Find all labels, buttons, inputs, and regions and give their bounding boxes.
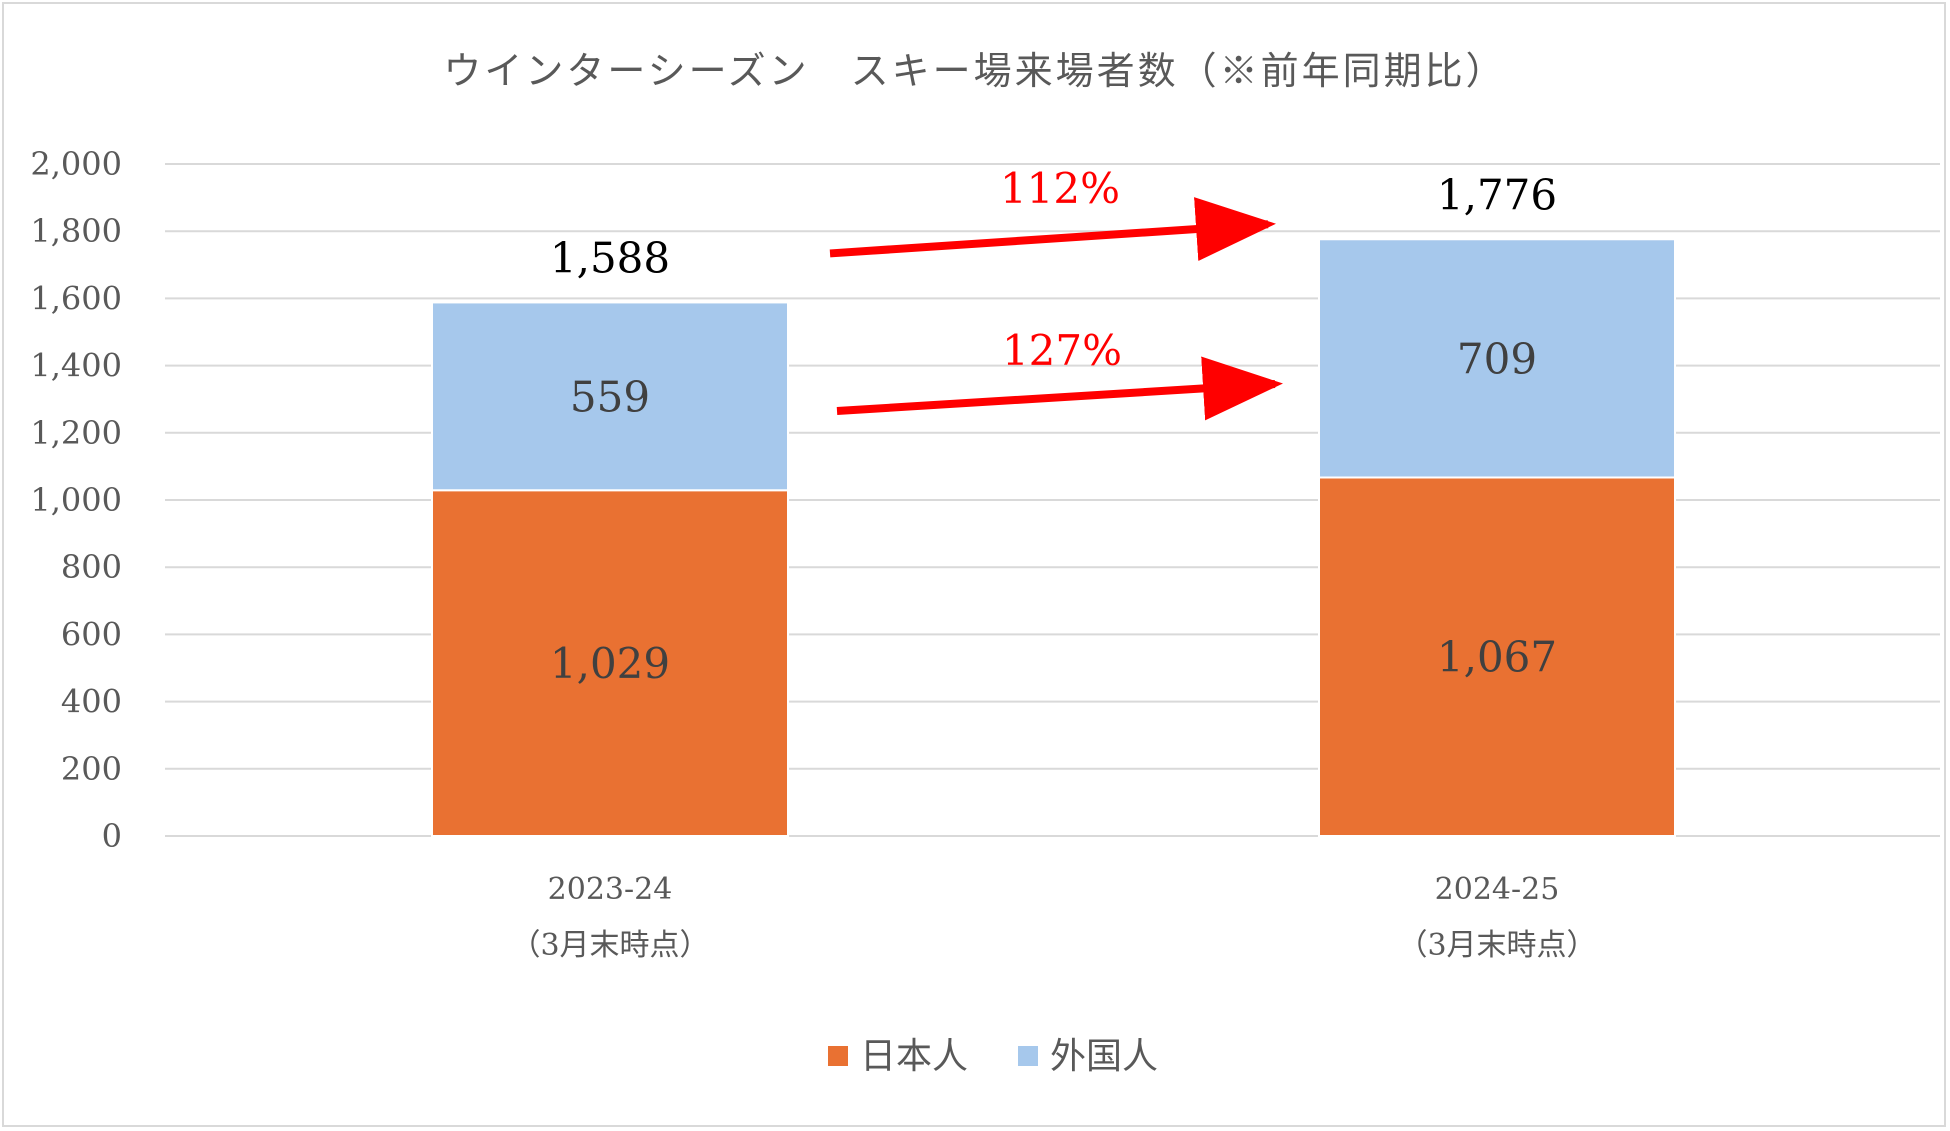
total-label: 1,776 <box>1437 170 1557 219</box>
y-tick-label: 1,800 <box>30 212 122 250</box>
data-label: 1,067 <box>1437 633 1557 682</box>
bar-foreign-1 <box>1318 238 1676 479</box>
data-labels: 1,029 559 1,588 1,067 709 1,776 <box>550 170 1557 688</box>
bar-japanese-1 <box>1318 476 1676 837</box>
data-label: 559 <box>570 372 650 421</box>
legend-swatch-foreign <box>1018 1046 1038 1066</box>
x-tick-sublabel: （3月末時点） <box>1397 928 1596 963</box>
x-tick-sublabel: （3月末時点） <box>510 928 709 963</box>
total-label: 1,588 <box>550 233 670 282</box>
y-tick-label: 1,600 <box>30 279 122 317</box>
data-label: 1,029 <box>550 639 670 688</box>
y-tick-label: 0 <box>102 817 122 855</box>
growth-label-total: 112% <box>1000 164 1120 213</box>
x-tick-label: 2024-25 <box>1435 872 1560 907</box>
growth-arrow-foreign <box>836 356 1283 421</box>
y-tick-label: 1,400 <box>30 347 122 385</box>
legend-swatch-japanese <box>828 1046 848 1066</box>
bar-japanese-0 <box>431 489 789 837</box>
y-tick-label: 600 <box>61 615 122 653</box>
y-axis: 0 200 400 600 800 1,000 1,200 1,400 1,600 1,800 2,… <box>30 145 122 855</box>
legend-label: 外国人 <box>1050 1036 1158 1077</box>
y-tick-label: 400 <box>61 683 122 721</box>
bar-foreign-0 <box>431 301 789 492</box>
legend-label: 日本人 <box>860 1036 968 1077</box>
annotations: 112% 127% <box>829 164 1283 421</box>
y-tick-label: 1,200 <box>30 414 122 452</box>
x-tick-label: 2023-24 <box>548 872 673 907</box>
growth-arrow-total <box>829 197 1276 261</box>
y-tick-label: 2,000 <box>30 145 122 183</box>
data-label: 709 <box>1457 334 1537 383</box>
growth-label-foreign: 127% <box>1002 326 1122 375</box>
x-axis: 2023-24 （3月末時点） 2024-25 （3月末時点） <box>510 872 1596 963</box>
y-tick-label: 1,000 <box>30 481 122 519</box>
y-tick-label: 800 <box>61 548 122 586</box>
y-tick-label: 200 <box>61 750 122 788</box>
chart-title: ウインターシーズン スキー場来場者数（※前年同期比） <box>443 49 1506 93</box>
bars <box>431 238 1676 837</box>
legend: 日本人 外国人 <box>828 1036 1158 1077</box>
